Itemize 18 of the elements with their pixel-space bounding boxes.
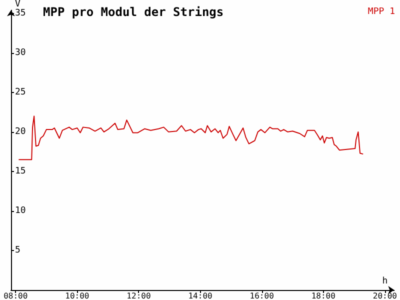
y-tick-label: 25 [15, 87, 26, 98]
x-tick-label: 08:00 [4, 292, 28, 300]
x-tick-label: 12:00 [126, 292, 151, 300]
x-axis-title: h [382, 276, 388, 286]
x-tick-label: 18:00 [311, 292, 336, 300]
x-tick-label: 14:00 [188, 292, 213, 300]
x-tick-label: 16:00 [250, 292, 274, 300]
y-tick-label: 30 [15, 48, 26, 58]
y-tick-label: 10 [15, 206, 26, 216]
y-axis-title: V [15, 0, 21, 10]
y-tick-label: 20 [15, 126, 26, 137]
y-tick-label: 35 [15, 8, 26, 18]
y-tick-label: 5 [15, 245, 20, 256]
x-tick-label: 20:00 [372, 292, 398, 300]
text: MPP 1 [368, 7, 395, 17]
x-tick-label: 10:00 [65, 292, 90, 300]
y-tick-label: 15 [15, 166, 26, 176]
chart-title: MPP pro Modul der Strings [43, 5, 224, 19]
